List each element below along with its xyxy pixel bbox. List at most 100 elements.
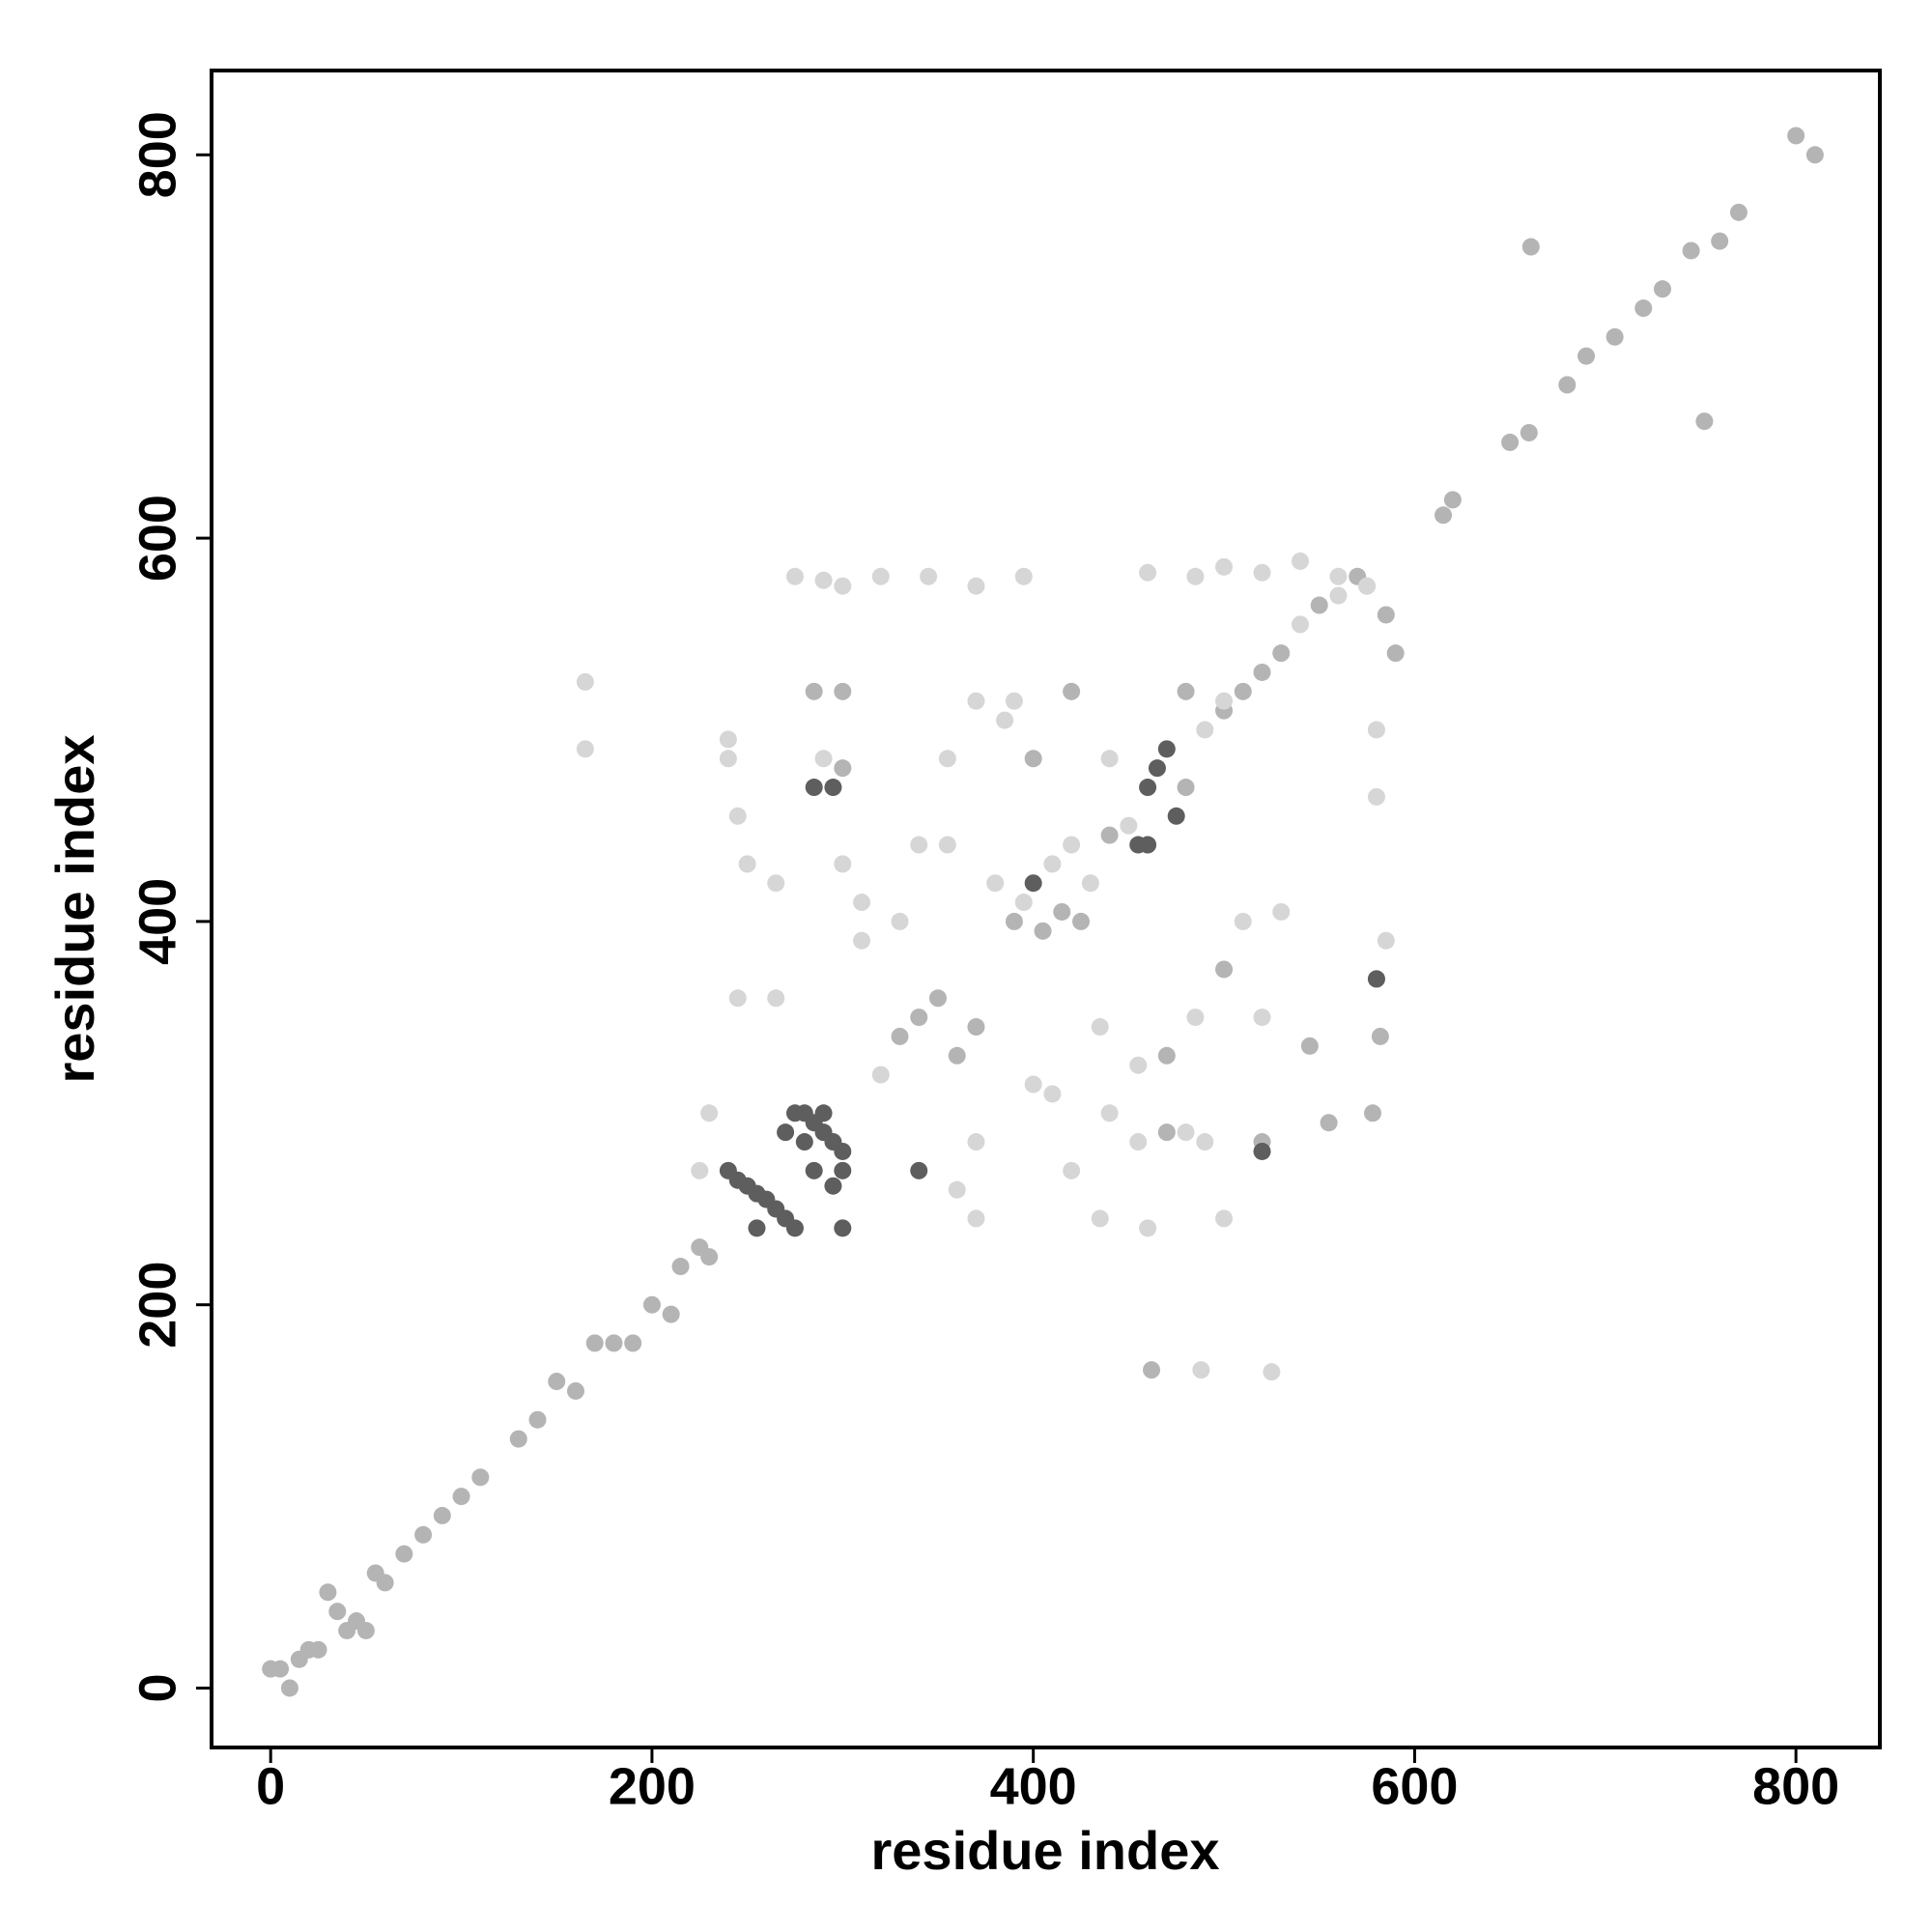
point xyxy=(1501,433,1520,451)
point xyxy=(834,855,852,873)
point xyxy=(1386,644,1405,663)
point xyxy=(671,1258,690,1276)
x-axis-title: residue index xyxy=(870,1820,1219,1881)
point xyxy=(1272,644,1291,663)
point xyxy=(1367,787,1385,806)
point xyxy=(777,1123,795,1142)
point xyxy=(1034,922,1052,940)
point xyxy=(814,571,833,589)
point xyxy=(1143,1361,1161,1379)
point xyxy=(920,567,938,585)
point xyxy=(328,1603,347,1621)
point xyxy=(1043,1085,1062,1103)
point xyxy=(748,1219,766,1237)
point xyxy=(1063,682,1081,700)
point xyxy=(1091,1018,1109,1037)
point xyxy=(1253,663,1271,681)
point xyxy=(1091,1209,1109,1228)
point xyxy=(967,577,985,595)
y-tick-label: 200 xyxy=(128,1262,186,1349)
point xyxy=(948,1180,966,1199)
x-tick-label: 600 xyxy=(1371,1757,1458,1815)
point xyxy=(1177,682,1195,700)
point xyxy=(271,1660,290,1678)
y-tick-label: 0 xyxy=(128,1673,186,1702)
point xyxy=(910,1009,928,1027)
point xyxy=(548,1373,566,1391)
point xyxy=(996,711,1014,729)
point xyxy=(805,1161,823,1179)
point xyxy=(767,874,785,893)
y-tick-label: 800 xyxy=(128,111,186,198)
point xyxy=(576,672,594,691)
point xyxy=(1272,902,1291,921)
point xyxy=(585,1334,604,1352)
point xyxy=(309,1640,327,1659)
point xyxy=(280,1679,298,1697)
point xyxy=(834,1219,852,1237)
point xyxy=(1139,1219,1157,1237)
point xyxy=(1329,567,1348,585)
point xyxy=(719,750,737,768)
point xyxy=(1024,874,1042,893)
point xyxy=(700,1104,719,1122)
point xyxy=(1215,692,1234,710)
point xyxy=(471,1468,490,1487)
point xyxy=(1157,1046,1176,1065)
point xyxy=(853,894,871,912)
point xyxy=(1711,232,1729,250)
point xyxy=(814,1104,833,1122)
point xyxy=(1787,127,1805,145)
point xyxy=(967,692,985,710)
point xyxy=(1300,1037,1319,1055)
point xyxy=(576,740,594,758)
point xyxy=(1167,807,1185,825)
point xyxy=(785,567,804,585)
point xyxy=(891,912,909,930)
point xyxy=(1196,1133,1214,1151)
point xyxy=(1367,970,1385,988)
point xyxy=(1234,912,1252,930)
point xyxy=(1186,1009,1205,1027)
point xyxy=(1377,931,1395,950)
point xyxy=(1363,1104,1381,1122)
point xyxy=(1435,506,1453,525)
point xyxy=(1024,1075,1042,1094)
point xyxy=(948,1046,966,1065)
point xyxy=(1177,1123,1195,1142)
point xyxy=(805,779,823,797)
point xyxy=(1139,563,1157,582)
point xyxy=(452,1488,470,1506)
point xyxy=(319,1583,337,1602)
point xyxy=(1320,1114,1338,1132)
point xyxy=(1577,347,1596,365)
point xyxy=(967,1133,985,1151)
x-tick-label: 800 xyxy=(1752,1757,1839,1815)
point xyxy=(1682,242,1700,260)
point xyxy=(1377,606,1395,624)
point xyxy=(719,730,737,749)
plot-frame xyxy=(210,69,1882,1749)
point xyxy=(1129,1133,1148,1151)
point xyxy=(1310,596,1328,614)
point xyxy=(1234,682,1252,700)
point xyxy=(1729,203,1747,221)
point xyxy=(1014,567,1033,585)
point xyxy=(1120,816,1138,835)
point xyxy=(1358,577,1377,595)
y-axis-title: residue index xyxy=(44,734,105,1083)
point xyxy=(967,1209,985,1228)
point xyxy=(834,759,852,778)
point xyxy=(1520,423,1538,441)
point xyxy=(910,836,928,854)
point xyxy=(1157,1123,1176,1142)
point xyxy=(728,989,747,1008)
point xyxy=(1014,894,1033,912)
point xyxy=(1192,1361,1210,1379)
point xyxy=(767,989,785,1008)
point xyxy=(1558,376,1577,394)
point xyxy=(834,577,852,595)
point xyxy=(814,750,833,768)
point xyxy=(395,1545,413,1563)
point xyxy=(928,989,947,1008)
